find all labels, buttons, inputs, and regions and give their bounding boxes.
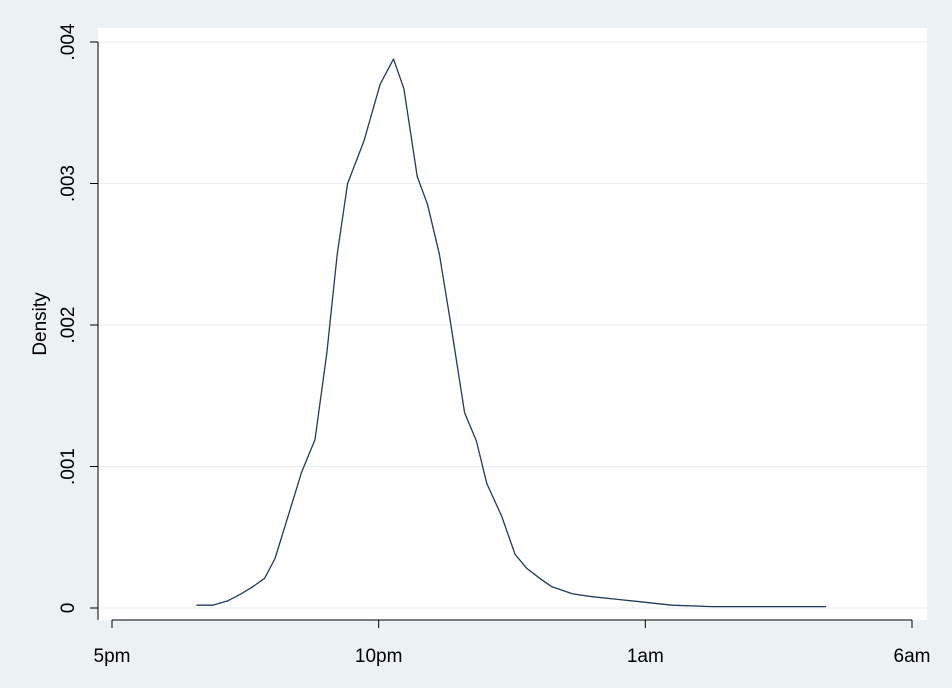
x-tick-label: 6am (894, 646, 931, 667)
y-tick-label: .002 (58, 307, 79, 344)
x-tick-label: 10pm (355, 646, 403, 667)
density-line (196, 58, 827, 608)
y-tick-label: .004 (58, 23, 79, 60)
y-tick-label: 0 (58, 603, 79, 614)
y-tick-label: .001 (58, 448, 79, 485)
axes (97, 42, 912, 621)
x-ticks: 5pm 10pm 1am 6am (94, 620, 931, 667)
grid-lines (98, 41, 927, 609)
plot-area (98, 28, 927, 620)
y-ticks: 0 .001 .002 .003 .004 (58, 23, 98, 613)
x-tick-label: 5pm (94, 646, 131, 667)
y-tick-label: .003 (58, 165, 79, 202)
y-axis-label: Density (30, 292, 51, 356)
x-tick-label: 1am (627, 646, 664, 667)
